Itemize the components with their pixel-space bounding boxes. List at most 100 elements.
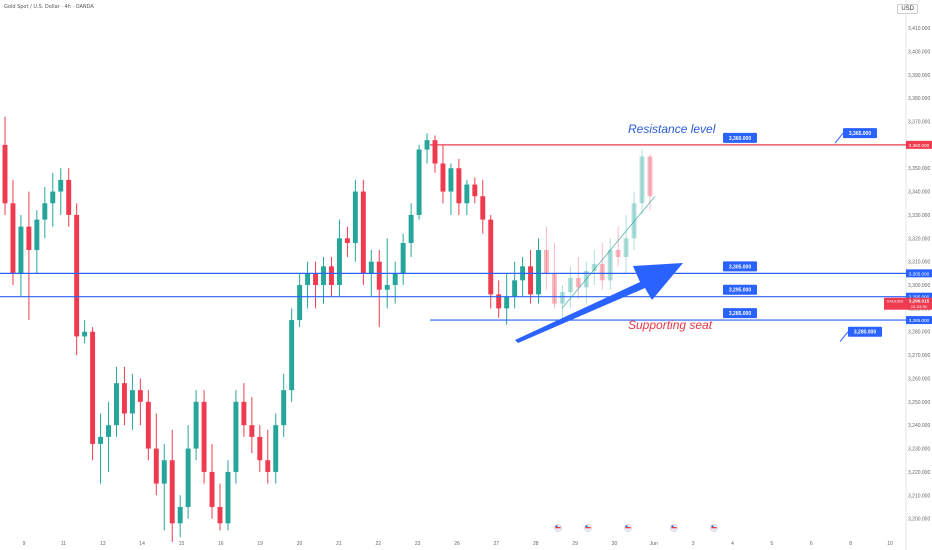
candle-body[interactable]	[329, 266, 334, 286]
candle-body[interactable]	[480, 196, 486, 220]
x-tick-label: 3	[692, 541, 695, 547]
candle-body[interactable]	[177, 506, 183, 524]
candle-body[interactable]	[321, 266, 326, 286]
candle-body[interactable]	[639, 156, 645, 204]
currency-button[interactable]: USD	[897, 4, 918, 14]
y-tick-label: 3,270.000	[908, 353, 930, 359]
candle-body[interactable]	[599, 263, 605, 281]
candle-body[interactable]	[456, 168, 462, 204]
candle-body[interactable]	[249, 425, 255, 437]
candle-body[interactable]	[591, 263, 597, 272]
candle-body[interactable]	[305, 273, 311, 286]
candle-body[interactable]	[416, 149, 422, 215]
candle-body[interactable]	[18, 226, 24, 274]
candle-body[interactable]	[265, 460, 271, 472]
candle-body[interactable]	[241, 401, 247, 426]
candle-body[interactable]	[512, 280, 518, 297]
candle-body[interactable]	[344, 238, 350, 243]
candle-body[interactable]	[575, 278, 581, 288]
candle-body[interactable]	[360, 191, 366, 274]
candle-body[interactable]	[336, 238, 342, 286]
candle-body[interactable]	[217, 506, 223, 524]
candle-body[interactable]	[376, 261, 382, 290]
candle-body[interactable]	[98, 436, 104, 444]
candle-body[interactable]	[58, 179, 64, 192]
candle-body[interactable]	[504, 296, 510, 309]
y-tick-label: 3,220.000	[908, 470, 930, 476]
candle-body[interactable]	[273, 425, 279, 472]
y-tick-label: 3,250.000	[908, 400, 930, 406]
candle-body[interactable]	[623, 238, 629, 257]
candle-body[interactable]	[209, 471, 215, 507]
candle-body[interactable]	[472, 184, 478, 197]
candle-body[interactable]	[559, 292, 565, 304]
candle-body[interactable]	[281, 390, 287, 426]
candle-body[interactable]	[233, 401, 239, 472]
candle-body[interactable]	[313, 273, 319, 286]
candle-body[interactable]	[392, 273, 398, 286]
y-tick-label: 3,230.000	[908, 447, 930, 453]
candle-body[interactable]	[448, 168, 454, 192]
candle-body[interactable]	[408, 214, 414, 243]
candle-body[interactable]	[384, 285, 390, 290]
candle-body[interactable]	[106, 425, 111, 437]
candle-body[interactable]	[647, 156, 653, 197]
candle-body[interactable]	[615, 249, 621, 257]
y-tick-label: 3,310.000	[908, 260, 930, 266]
candle-body[interactable]	[607, 249, 613, 281]
candle-body[interactable]	[432, 140, 438, 164]
candle-body[interactable]	[50, 191, 56, 204]
candle-body[interactable]	[169, 460, 175, 524]
candle-body[interactable]	[551, 273, 557, 304]
x-tick-label: 19	[257, 541, 263, 547]
candle-body[interactable]	[257, 436, 263, 461]
candle-body[interactable]	[34, 219, 40, 250]
candle-body[interactable]	[10, 203, 16, 274]
candle-body[interactable]	[289, 320, 295, 391]
axis-level-tag	[906, 269, 932, 278]
candle-body[interactable]	[137, 390, 143, 402]
candle-body[interactable]	[201, 401, 207, 472]
candle-body[interactable]	[90, 331, 96, 444]
candle-body[interactable]	[161, 460, 167, 484]
candle-body[interactable]	[2, 144, 8, 204]
x-tick-label: 4	[731, 541, 734, 547]
callout-pointer	[839, 331, 849, 343]
candle-body[interactable]	[536, 249, 541, 295]
candle-body[interactable]	[114, 383, 119, 426]
candle-body[interactable]	[297, 285, 303, 321]
candle-body[interactable]	[631, 203, 637, 239]
candle-body[interactable]	[26, 226, 32, 250]
axis-level-tag	[906, 140, 932, 149]
level-label-text: 3,305.000	[729, 264, 751, 270]
candle-body[interactable]	[352, 191, 358, 243]
candle-body[interactable]	[567, 278, 573, 293]
candle-body[interactable]	[74, 214, 80, 337]
candle-body[interactable]	[129, 390, 135, 414]
x-tick-label: 26	[454, 541, 460, 547]
candle-body[interactable]	[368, 261, 374, 274]
candle-body[interactable]	[185, 448, 191, 507]
candle-body[interactable]	[424, 140, 430, 150]
candle-body[interactable]	[400, 242, 406, 274]
candle-body[interactable]	[488, 219, 494, 295]
x-tick-label: 21	[336, 541, 342, 547]
candle-body[interactable]	[544, 249, 549, 274]
candle-body[interactable]	[464, 184, 470, 204]
candle-body[interactable]	[66, 179, 72, 215]
candle-body[interactable]	[145, 401, 151, 449]
trend-line[interactable]	[561, 195, 656, 309]
y-tick-label: 3,350.000	[908, 166, 930, 172]
y-tick-label: 3,340.000	[908, 190, 930, 196]
candle-body[interactable]	[153, 448, 159, 484]
candle-body[interactable]	[42, 203, 48, 220]
candle-body[interactable]	[82, 331, 88, 337]
event-flag-canton	[625, 525, 628, 527]
candle-body[interactable]	[496, 294, 502, 309]
candle-body[interactable]	[193, 401, 199, 449]
candle-body[interactable]	[528, 266, 534, 295]
candle-body[interactable]	[440, 163, 446, 192]
candle-body[interactable]	[225, 471, 231, 524]
candle-body[interactable]	[121, 383, 127, 414]
